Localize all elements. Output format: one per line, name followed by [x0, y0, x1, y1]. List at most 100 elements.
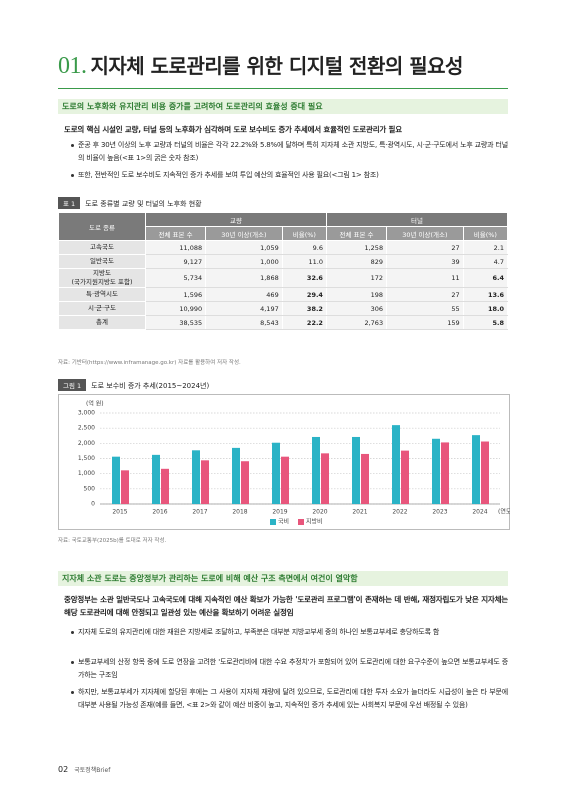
table-cell: 8,543 — [205, 315, 283, 330]
section-heading: 도로의 노후화와 유지관리 비용 증가를 고려하여 도로관리의 효율성 증대 필… — [58, 99, 508, 114]
y-tick-label: 0 — [91, 501, 95, 508]
table-cell: 5,734 — [144, 268, 207, 288]
lead-text: 도로의 핵심 시설인 교량, 터널 등의 노후화가 심각하며 도로 보수비도 증… — [64, 125, 402, 134]
row-label: 특·광역시도 — [58, 287, 146, 302]
y-tick-label: 500 — [84, 485, 96, 492]
bullet-text: 준공 후 30년 이상의 노후 교량과 터널의 비율은 각각 22.2%와 5.… — [78, 141, 508, 162]
table-cell: 38,535 — [144, 315, 207, 330]
table-cell: 10,990 — [144, 301, 207, 316]
section-number: 01. — [58, 53, 87, 79]
x-tick-label: 2020 — [312, 509, 327, 516]
figure-source: 자료: 국토교통부(2025b)를 토대로 저자 작성. — [58, 538, 167, 544]
subheader-cell: 비율(%) — [281, 226, 327, 241]
subheader-cell: 전체 표본 수 — [325, 226, 388, 241]
y-tick-label: 2,000 — [78, 440, 95, 447]
bullet-text: 지자체 도로의 유지관리에 대한 재원은 지방세로 조달하고, 부족분은 대부분… — [78, 628, 440, 636]
table-source: 자료: 기반터(https://www.inframanage.go.kr) 자… — [58, 360, 241, 366]
table-cell: 39 — [386, 254, 464, 269]
x-tick-label: 2018 — [232, 509, 247, 516]
bar — [321, 453, 329, 504]
table-cell: 1,868 — [205, 268, 283, 288]
y-tick-label: 1,000 — [78, 470, 95, 477]
table-cell: 1,000 — [205, 254, 283, 269]
table-caption: 표 1 도로 종류별 교량 및 터널의 노후화 현황 — [58, 197, 202, 209]
table-cell: 13.6 — [462, 287, 509, 302]
table-cell: 306 — [325, 301, 388, 316]
table-row: 일반국도 9,127 1,000 11.0 829 39 4.7 — [58, 254, 509, 269]
table-row: 시·군·구도 10,990 4,197 38.2 306 55 18.0 — [58, 301, 509, 316]
bar — [281, 456, 289, 504]
footer: 02 국토정책Brief — [58, 765, 110, 774]
table-row: 지방도 (국가지원지방도 포함) 5,734 1,868 32.6 172 11 6.4 — [58, 268, 509, 288]
chart: (억 원) 0 500 1,000 1,500 2,000 2,500 3,000 2015 20… — [58, 394, 510, 530]
table-cell: 6.4 — [462, 268, 509, 288]
x-tick-label: 2024 — [472, 509, 487, 516]
bar — [272, 442, 280, 504]
row-label: 총계 — [58, 315, 146, 330]
bullet: 보통교부세의 산정 항목 중에 도로 연장을 고려한 '도로관리비에 대한 수요… — [70, 656, 508, 682]
caption-text: 도로 보수비 증가 추세(2015~2024년) — [91, 382, 210, 390]
table-cell: 55 — [386, 301, 464, 316]
legend-label: 국비 — [278, 518, 289, 526]
bar — [161, 468, 169, 504]
page-number: 02 — [58, 765, 69, 774]
figure-caption: 그림 1 도로 보수비 증가 추세(2015~2024년) — [58, 379, 209, 391]
table-cell: 1,258 — [325, 240, 388, 255]
legend-swatch — [298, 519, 304, 525]
table-wrap: 도로 종류 교량 터널 전체 표본 수 30년 이상(개소) 비율(%) 전체 표본 수 30… — [58, 212, 509, 330]
data-table: 도로 종류 교량 터널 전체 표본 수 30년 이상(개소) 비율(%) 전체 표본 수 30… — [58, 212, 509, 330]
table-cell: 1,059 — [205, 240, 283, 255]
bar — [481, 441, 489, 504]
x-tick-label: 2015 — [112, 509, 127, 516]
figure-tag: 그림 1 — [58, 379, 87, 391]
table-cell: 1,596 — [144, 287, 207, 302]
table-row: 총계 38,535 8,543 22.2 2,763 159 5.8 — [58, 315, 509, 330]
x-tick-label: 2021 — [352, 509, 367, 516]
bullet: 하지만, 보통교부세가 지자체에 할당된 후에는 그 사용이 지자체 재량에 달… — [70, 686, 508, 712]
x-tick-label: 2019 — [272, 509, 287, 516]
header-cell: 도로 종류 — [58, 212, 146, 241]
bar — [112, 456, 120, 504]
bullet: 준공 후 30년 이상의 노후 교량과 터널의 비율은 각각 22.2%와 5.… — [70, 139, 508, 165]
table-cell: 2.1 — [462, 240, 509, 255]
y-tick-label: 3,000 — [78, 410, 95, 417]
table-cell: 829 — [325, 254, 388, 269]
table-cell: 469 — [205, 287, 283, 302]
bar — [392, 425, 400, 504]
row-label: 지방도 (국가지원지방도 포함) — [58, 268, 146, 288]
bar — [232, 447, 240, 504]
subheader-cell: 전체 표본 수 — [144, 226, 207, 241]
bar — [352, 436, 360, 504]
table-cell: 2,763 — [325, 315, 388, 330]
bullet: 또한, 전반적인 도로 보수비도 지속적인 증가 추세를 보여 투입 예산의 효… — [70, 169, 508, 182]
table-cell: 32.6 — [281, 268, 327, 288]
row-label: 시·군·구도 — [58, 301, 146, 316]
table-cell: 11.0 — [281, 254, 327, 269]
table-cell: 9,127 — [144, 254, 207, 269]
bar — [361, 453, 369, 504]
subheader-cell: 30년 이상(개소) — [386, 226, 464, 241]
title-text: 지자체 도로관리를 위한 디지털 전환의 필요성 — [90, 54, 464, 78]
bullet-text: 하지만, 보통교부세가 지자체에 할당된 후에는 그 사용이 지자체 재량에 달… — [78, 688, 508, 709]
bullet-text: 또한, 전반적인 도로 보수비도 지속적인 증가 추세를 보여 투입 예산의 효… — [78, 171, 379, 179]
table-cell: 29.4 — [281, 287, 327, 302]
x-tick-label: 2017 — [192, 509, 207, 516]
bar — [401, 450, 409, 504]
bullet-text: 보통교부세의 산정 항목 중에 도로 연장을 고려한 '도로관리비에 대한 수요… — [78, 658, 508, 679]
bar — [312, 436, 320, 504]
caption-text: 도로 종류별 교량 및 터널의 노후화 현황 — [85, 200, 202, 208]
table-row: 특·광역시도 1,596 469 29.4 198 27 13.6 — [58, 287, 509, 302]
y-tick-label: 1,500 — [78, 455, 95, 462]
x-tick-label: 2022 — [392, 509, 407, 516]
title-rule — [58, 88, 508, 89]
table-cell: 5.8 — [462, 315, 509, 330]
bullet: 지자체 도로의 유지관리에 대한 재원은 지방세로 조달하고, 부족분은 대부분… — [70, 626, 508, 639]
table-cell: 38.2 — [281, 301, 327, 316]
legend-label: 지방비 — [306, 518, 323, 526]
bar — [432, 438, 440, 504]
row-label: 일반국도 — [58, 254, 146, 269]
subheader-cell: 비율(%) — [462, 226, 509, 241]
x-tick-label: 2016 — [152, 509, 167, 516]
header-cell: 터널 — [325, 212, 509, 227]
